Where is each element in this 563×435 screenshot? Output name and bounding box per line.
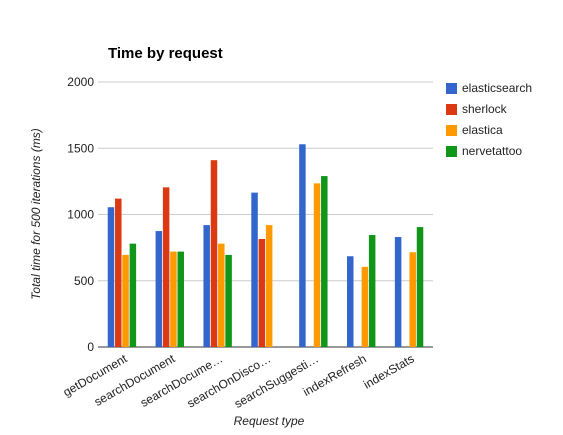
y-tick-label: 1000 — [67, 208, 94, 222]
chart-title: Time by request — [108, 45, 223, 62]
bar — [251, 192, 258, 347]
bar — [162, 187, 170, 347]
bar — [321, 176, 328, 347]
bar — [129, 243, 137, 347]
bar — [394, 237, 402, 347]
y-tick-label: 500 — [74, 274, 94, 288]
bar — [210, 160, 218, 347]
grid — [98, 81, 433, 348]
bar — [258, 239, 266, 347]
legend: elasticsearch sherlock elastica nervetattoo — [446, 81, 532, 158]
legend-swatch — [446, 83, 457, 94]
legend-label: elasticsearch — [462, 81, 532, 95]
bar — [218, 243, 225, 347]
x-tick-label: searchDocume… — [138, 351, 225, 409]
x-axis-label: Request type — [234, 414, 305, 428]
x-tick-label: searchSuggesti… — [232, 351, 321, 410]
bar — [299, 144, 306, 347]
legend-label: sherlock — [462, 102, 508, 116]
legend-swatch — [446, 146, 457, 157]
bar — [122, 254, 129, 347]
bar — [361, 266, 369, 347]
x-tick-label: indexStats — [361, 351, 417, 391]
legend-swatch — [446, 104, 457, 115]
y-axis-label: Total time for 500 iterations (ms) — [29, 128, 43, 300]
bar — [225, 254, 232, 347]
bar — [107, 207, 115, 347]
bars — [107, 144, 424, 347]
bar — [155, 231, 163, 347]
legend-label: elastica — [462, 123, 503, 137]
bar — [265, 225, 273, 347]
bar — [170, 251, 177, 347]
bar — [177, 251, 184, 347]
legend-label: nervetattoo — [462, 144, 522, 158]
legend-swatch — [446, 125, 457, 136]
bar — [368, 235, 376, 347]
x-tick-label: searchOnDisco… — [185, 351, 273, 410]
bar — [416, 227, 424, 347]
bar — [409, 252, 416, 347]
bar — [203, 225, 210, 347]
x-tick-label: searchDocument — [92, 351, 178, 409]
y-tick-label: 0 — [87, 340, 94, 354]
y-tick-label: 2000 — [67, 75, 94, 89]
y-tick-label: 1500 — [67, 141, 94, 155]
bar — [115, 198, 122, 347]
bar — [313, 183, 321, 347]
bar — [347, 256, 354, 347]
